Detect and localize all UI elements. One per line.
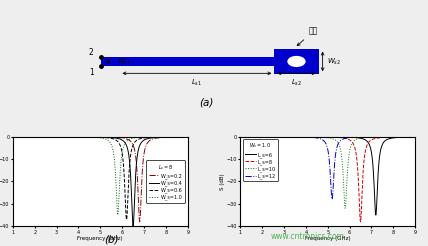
W_s=0.2 [185,135,190,138]
W_s=0.4 [143,138,148,141]
Line: W_s=0.2: W_s=0.2 [13,137,188,222]
L_s=10 [248,135,253,138]
L_s=10 [238,135,243,138]
Line: L_s=8: L_s=8 [240,137,415,222]
Bar [101,57,274,66]
L_s=10 [371,136,376,138]
Text: $L_{s1}$: $L_{s1}$ [191,78,202,88]
W_s=0.6 [112,138,117,141]
L_s=8 [344,137,349,140]
L_s=10 [344,185,349,188]
W_s=0.6 [10,135,15,138]
L_s=12 [344,137,349,139]
W_s=0.2 [116,136,122,139]
W_s=1.0 [112,158,117,161]
L_s=8 [371,138,376,141]
Text: 过孔: 过孔 [297,27,318,46]
Line: L_s=10: L_s=10 [240,137,415,208]
L_s=8 [248,135,253,138]
L_s=12 [330,198,335,201]
Text: $W_{s2}$: $W_{s2}$ [327,56,341,67]
L_s=10 [342,207,348,210]
W_s=0.2 [143,145,148,148]
Y-axis label: S (dB): S (dB) [220,173,225,190]
W_s=0.4 [131,225,136,228]
Text: 1: 1 [89,68,94,77]
L_s=6 [248,135,253,138]
L_s=8 [358,220,363,223]
W_s=0.4 [112,136,117,139]
W_s=0.6 [116,142,122,145]
L_s=12 [389,135,394,138]
W_s=1.0 [161,135,166,138]
W_s=0.4 [21,135,26,138]
Line: L_s=6: L_s=6 [240,137,415,215]
W_s=0.2 [137,220,142,223]
W_s=0.2 [112,136,117,139]
L_s=6 [339,136,345,138]
W_s=0.2 [161,136,166,139]
L_s=10 [389,135,394,138]
L_s=12 [238,135,243,138]
W_s=1.0 [10,135,15,138]
W_s=0.4 [161,136,166,138]
L_s=12 [248,135,253,138]
W_s=1.0 [21,135,26,138]
L_s=8 [238,135,243,138]
Legend: L_s=6, L_s=8, L_s=10, L_s=12: L_s=6, L_s=8, L_s=10, L_s=12 [243,139,278,181]
W_s=1.0 [115,214,120,216]
W_s=0.6 [143,136,148,139]
W_s=0.2 [10,135,15,138]
L_s=6 [370,164,375,167]
L_s=6 [413,135,418,138]
W_s=1.0 [185,135,190,138]
L_s=12 [339,138,345,141]
Text: www.cntronics.com: www.cntronics.com [271,232,345,241]
Line: W_s=0.4: W_s=0.4 [13,137,188,226]
W_s=0.2 [122,137,127,140]
Text: (a): (a) [199,97,213,107]
L_s=6 [344,136,349,138]
W_s=0.6 [185,135,190,138]
L_s=12 [413,135,418,138]
W_s=0.4 [185,135,190,138]
L_s=10 [349,142,354,145]
L_s=10 [413,135,418,138]
W_s=0.4 [122,140,127,143]
L_s=8 [349,140,354,143]
W_s=1.0 [143,136,148,138]
L_s=6 [349,136,354,139]
W_s=0.6 [122,175,127,178]
Text: 2: 2 [89,47,94,57]
Text: $W_{s1}$: $W_{s1}$ [117,56,131,67]
X-axis label: Frequency (GHz): Frequency (GHz) [305,236,351,241]
W_s=0.6 [124,218,129,221]
Line: L_s=12: L_s=12 [240,137,415,199]
X-axis label: Frequency (GHz): Frequency (GHz) [77,236,123,241]
L_s=6 [389,137,394,140]
W_s=0.6 [21,135,26,138]
L_s=8 [339,136,345,139]
W_s=0.4 [10,135,15,138]
Circle shape [288,57,305,66]
W_s=0.6 [161,136,166,138]
Text: (b): (b) [104,235,119,245]
Text: $L_{s2}$: $L_{s2}$ [291,78,302,88]
Bar [274,49,318,74]
Line: W_s=1.0: W_s=1.0 [13,137,188,215]
W_s=0.2 [21,135,26,138]
L_s=10 [339,156,345,159]
L_s=6 [373,214,378,216]
L_s=8 [413,135,418,138]
L_s=8 [389,136,394,138]
W_s=1.0 [117,190,122,193]
Line: W_s=0.6: W_s=0.6 [13,137,188,219]
L_s=12 [349,136,354,139]
Legend: W_s=0.2, W_s=0.4, W_s=0.6, W_s=1.0: W_s=0.2, W_s=0.4, W_s=0.6, W_s=1.0 [146,160,185,203]
L_s=6 [238,135,243,138]
W_s=1.0 [122,143,127,146]
L_s=12 [371,135,376,138]
W_s=0.4 [116,137,122,140]
